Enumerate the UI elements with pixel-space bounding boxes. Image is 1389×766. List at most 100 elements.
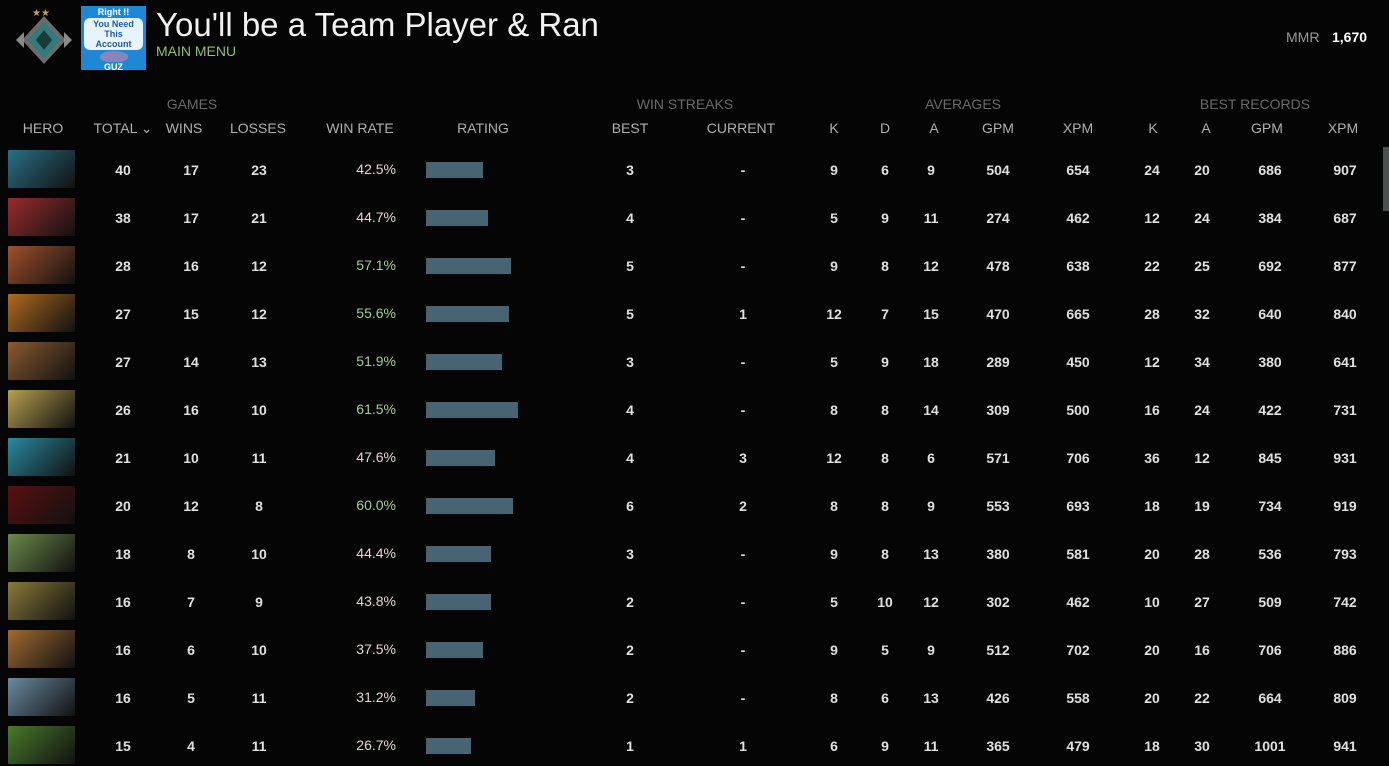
cell-bxpm: 742 <box>1333 594 1357 610</box>
cell-current: - <box>740 690 746 706</box>
column-header-ba[interactable]: A <box>1201 120 1211 136</box>
cell-a: 9 <box>927 162 935 178</box>
svg-text:★★: ★★ <box>32 8 50 19</box>
column-header-k[interactable]: K <box>829 120 839 136</box>
hero-portrait[interactable] <box>8 342 75 380</box>
cell-k: 9 <box>830 258 838 274</box>
group-best-records: BEST RECORDS <box>1199 96 1311 112</box>
cell-best: 2 <box>626 642 634 658</box>
cell-gpm: 365 <box>986 738 1010 754</box>
column-header-a[interactable]: A <box>929 120 939 136</box>
cell-wins: 17 <box>183 162 199 178</box>
cell-current: - <box>740 354 746 370</box>
scrollbar[interactable] <box>1383 147 1389 211</box>
cell-gpm: 470 <box>986 306 1010 322</box>
cell-bxpm: 886 <box>1333 642 1357 658</box>
hero-portrait[interactable] <box>8 630 75 668</box>
hero-portrait[interactable] <box>8 678 75 716</box>
cell-bk: 10 <box>1144 594 1160 610</box>
cell-losses: 23 <box>251 162 267 178</box>
cell-winrate: 26.7% <box>356 737 396 753</box>
table-row[interactable]: 16 6 10 2 - 9 5 9 512 702 20 16 706 886 37.5% <box>0 630 1380 670</box>
cell-k: 5 <box>830 210 838 226</box>
table-row[interactable]: 40 17 23 3 - 9 6 9 504 654 24 20 686 907 42.5% <box>0 150 1380 190</box>
table-row[interactable]: 16 7 9 2 - 5 10 12 302 462 10 27 509 742 43.8% <box>0 582 1380 622</box>
cell-losses: 10 <box>251 402 267 418</box>
table-row[interactable]: 28 16 12 5 - 9 8 12 478 638 22 25 692 877 57.1% <box>0 246 1380 286</box>
group-win-streaks: WIN STREAKS <box>636 96 734 112</box>
hero-portrait[interactable] <box>8 198 75 236</box>
rating-bar <box>426 642 484 658</box>
cell-wins: 15 <box>183 306 199 322</box>
column-header-d[interactable]: D <box>879 120 891 136</box>
column-header-bxpm[interactable]: XPM <box>1327 120 1359 136</box>
hero-portrait[interactable] <box>8 486 75 524</box>
main-menu-link[interactable]: MAIN MENU <box>156 43 237 59</box>
column-header-gpm[interactable]: GPM <box>982 120 1014 136</box>
cell-total: 20 <box>115 498 131 514</box>
cell-bxpm: 809 <box>1333 690 1357 706</box>
hero-portrait[interactable] <box>8 390 75 428</box>
column-header-bk[interactable]: K <box>1148 120 1158 136</box>
cell-gpm: 426 <box>986 690 1010 706</box>
rating-bar <box>426 210 488 226</box>
cell-bxpm: 793 <box>1333 546 1357 562</box>
column-header-rating[interactable]: RATING <box>457 120 509 136</box>
column-header-hero[interactable]: HERO <box>22 120 64 136</box>
table-row[interactable]: 27 14 13 3 - 5 9 18 289 450 12 34 380 641 51.9% <box>0 342 1380 382</box>
cell-total: 27 <box>115 306 131 322</box>
cell-winrate: 60.0% <box>356 497 396 513</box>
cell-bxpm: 641 <box>1333 354 1357 370</box>
cell-bxpm: 687 <box>1333 210 1357 226</box>
table-row[interactable]: 38 17 21 4 - 5 9 11 274 462 12 24 384 687 44.7% <box>0 198 1380 238</box>
table-row[interactable]: 20 12 8 6 2 8 8 9 553 693 18 19 734 919 60.0% <box>0 486 1380 526</box>
rating-bar <box>426 306 509 322</box>
column-header-winrate[interactable]: WIN RATE <box>326 120 394 136</box>
column-header-current[interactable]: CURRENT <box>706 120 776 136</box>
column-header-bgpm[interactable]: GPM <box>1251 120 1283 136</box>
cell-bxpm: 877 <box>1333 258 1357 274</box>
column-header-wins[interactable]: WINS <box>165 120 203 136</box>
hero-portrait[interactable] <box>8 438 75 476</box>
cell-k: 12 <box>826 306 842 322</box>
cell-xpm: 693 <box>1066 498 1090 514</box>
rating-bar <box>426 690 475 706</box>
hero-portrait[interactable] <box>8 582 75 620</box>
cell-losses: 11 <box>251 450 267 466</box>
table-row[interactable]: 15 4 11 1 1 6 9 11 365 479 18 30 1001 941 26.7% <box>0 726 1380 766</box>
table-row[interactable]: 27 15 12 5 1 12 7 15 470 665 28 32 640 840 55.6% <box>0 294 1380 334</box>
table-row[interactable]: 16 5 11 2 - 8 6 13 426 558 20 22 664 809 31.2% <box>0 678 1380 718</box>
hero-portrait[interactable] <box>8 150 75 188</box>
column-header-total[interactable]: TOTAL ⌄ <box>93 120 153 136</box>
cell-wins: 8 <box>187 546 195 562</box>
column-header-losses[interactable]: LOSSES <box>229 120 287 136</box>
column-header-best[interactable]: BEST <box>611 120 649 136</box>
cell-winrate: 57.1% <box>356 257 396 273</box>
hero-portrait[interactable] <box>8 246 75 284</box>
table-row[interactable]: 18 8 10 3 - 9 8 13 380 581 20 28 536 793 44.4% <box>0 534 1380 574</box>
rating-bar <box>426 162 484 178</box>
rating-bar <box>426 402 518 418</box>
cell-ba: 20 <box>1194 162 1210 178</box>
cell-bgpm: 509 <box>1258 594 1282 610</box>
cell-winrate: 42.5% <box>356 161 396 177</box>
profile-avatar[interactable]: Right !! You Need This Account GUZ <box>81 6 146 72</box>
cell-bxpm: 941 <box>1333 738 1357 754</box>
table-row[interactable]: 26 16 10 4 - 8 8 14 309 500 16 24 422 731 61.5% <box>0 390 1380 430</box>
hero-portrait[interactable] <box>8 726 75 764</box>
cell-current: 1 <box>739 306 747 322</box>
cell-d: 9 <box>881 210 889 226</box>
column-header-xpm[interactable]: XPM <box>1062 120 1094 136</box>
cell-bxpm: 931 <box>1333 450 1357 466</box>
hero-portrait[interactable] <box>8 294 75 332</box>
cell-current: 2 <box>739 498 747 514</box>
cell-best: 3 <box>626 354 634 370</box>
cell-winrate: 43.8% <box>356 593 396 609</box>
table-row[interactable]: 21 10 11 4 3 12 8 6 571 706 36 12 845 931 47.6% <box>0 438 1380 478</box>
cell-bgpm: 706 <box>1258 642 1282 658</box>
rating-bar <box>426 738 472 754</box>
cell-losses: 8 <box>255 498 263 514</box>
hero-portrait[interactable] <box>8 534 75 572</box>
cell-current: - <box>740 210 746 226</box>
cell-bxpm: 919 <box>1333 498 1357 514</box>
